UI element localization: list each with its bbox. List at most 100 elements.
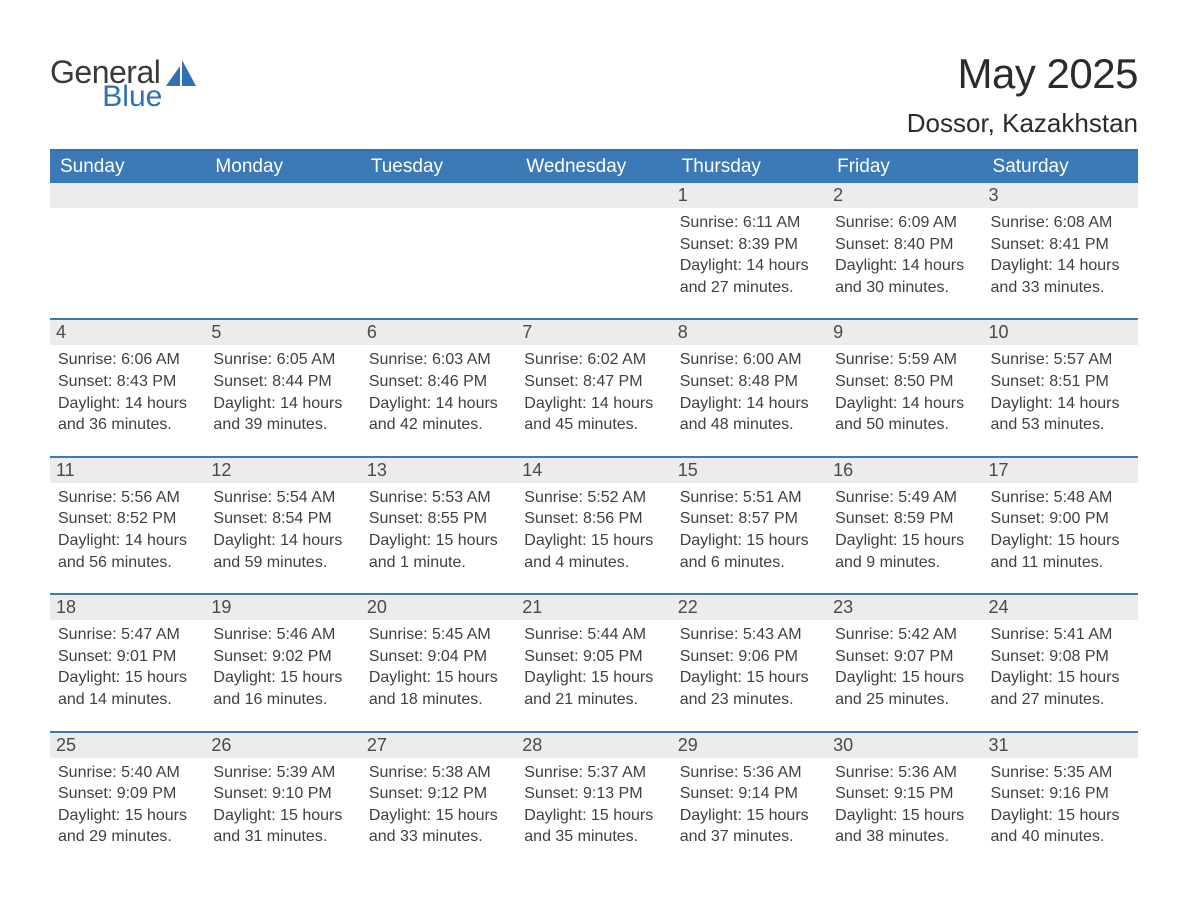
sunset-line: Sunset: 8:54 PM (213, 508, 352, 530)
calendar-cell-empty (361, 183, 516, 319)
logo-word-blue: Blue (102, 82, 162, 112)
daylight-line: Daylight: 15 hours and 21 minutes. (524, 667, 663, 710)
daylight-line: Daylight: 15 hours and 40 minutes. (991, 805, 1130, 848)
day-number: 4 (50, 320, 205, 345)
daynum-bar-empty (50, 183, 205, 208)
day-number: 15 (672, 458, 827, 483)
sunset-line: Sunset: 8:59 PM (835, 508, 974, 530)
daylight-line: Daylight: 14 hours and 30 minutes. (835, 255, 974, 298)
calendar-cell-empty (205, 183, 360, 319)
calendar-cell: 7 Sunrise: 6:02 AMSunset: 8:47 PMDaylight… (516, 319, 671, 456)
sunset-line: Sunset: 8:56 PM (524, 508, 663, 530)
sunset-line: Sunset: 8:55 PM (369, 508, 508, 530)
day-header: Tuesday (361, 150, 516, 183)
day-details: Sunrise: 5:38 AMSunset: 9:12 PMDaylight:… (369, 762, 508, 848)
page-header: General Blue May 2025 Dossor, Kazakhstan (50, 50, 1138, 139)
day-number: 26 (205, 733, 360, 758)
day-details: Sunrise: 5:56 AMSunset: 8:52 PMDaylight:… (58, 487, 197, 573)
sunset-line: Sunset: 8:48 PM (680, 371, 819, 393)
brand-logo: General Blue (50, 50, 196, 112)
sunset-line: Sunset: 8:43 PM (58, 371, 197, 393)
sunrise-line: Sunrise: 5:49 AM (835, 487, 974, 509)
sunrise-line: Sunrise: 5:53 AM (369, 487, 508, 509)
sunrise-line: Sunrise: 5:44 AM (524, 624, 663, 646)
daylight-line: Daylight: 15 hours and 18 minutes. (369, 667, 508, 710)
calendar-cell: 18Sunrise: 5:47 AMSunset: 9:01 PMDayligh… (50, 594, 205, 731)
calendar-cell: 27 Sunrise: 5:38 AMSunset: 9:12 PMDayligh… (361, 732, 516, 868)
calendar-body: 1Sunrise: 6:11 AMSunset: 8:39 PMDaylight… (50, 183, 1138, 868)
daylight-line: Daylight: 14 hours and 45 minutes. (524, 393, 663, 436)
calendar-cell-empty (50, 183, 205, 319)
day-details: Sunrise: 5:46 AMSunset: 9:02 PMDaylight:… (213, 624, 352, 710)
calendar-cell: 19Sunrise: 5:46 AMSunset: 9:02 PMDayligh… (205, 594, 360, 731)
day-number: 25 (50, 733, 205, 758)
sunset-line: Sunset: 8:40 PM (835, 234, 974, 256)
daylight-line: Daylight: 15 hours and 4 minutes. (524, 530, 663, 573)
sunrise-line: Sunrise: 6:03 AM (369, 349, 508, 371)
day-details: Sunrise: 6:02 AMSunset: 8:47 PMDaylight:… (524, 349, 663, 435)
sunrise-line: Sunrise: 6:00 AM (680, 349, 819, 371)
sunrise-line: Sunrise: 6:05 AM (213, 349, 352, 371)
day-details: Sunrise: 5:53 AMSunset: 8:55 PMDaylight:… (369, 487, 508, 573)
day-header-row: SundayMondayTuesdayWednesdayThursdayFrid… (50, 150, 1138, 183)
daylight-line: Daylight: 15 hours and 16 minutes. (213, 667, 352, 710)
sunrise-line: Sunrise: 5:47 AM (58, 624, 197, 646)
sunset-line: Sunset: 9:02 PM (213, 646, 352, 668)
daylight-line: Daylight: 14 hours and 48 minutes. (680, 393, 819, 436)
day-number: 23 (827, 595, 982, 620)
calendar-table: SundayMondayTuesdayWednesdayThursdayFrid… (50, 149, 1138, 868)
calendar-cell: 28Sunrise: 5:37 AMSunset: 9:13 PMDayligh… (516, 732, 671, 868)
calendar-cell: 30Sunrise: 5:36 AMSunset: 9:15 PMDayligh… (827, 732, 982, 868)
daylight-line: Daylight: 15 hours and 35 minutes. (524, 805, 663, 848)
calendar-cell: 13Sunrise: 5:53 AMSunset: 8:55 PMDayligh… (361, 457, 516, 594)
sunrise-line: Sunrise: 5:43 AM (680, 624, 819, 646)
sunset-line: Sunset: 9:10 PM (213, 783, 352, 805)
daylight-line: Daylight: 15 hours and 23 minutes. (680, 667, 819, 710)
day-number: 3 (983, 183, 1138, 208)
calendar-cell: 6Sunrise: 6:03 AMSunset: 8:46 PMDaylight… (361, 319, 516, 456)
calendar-week-row: 18Sunrise: 5:47 AMSunset: 9:01 PMDayligh… (50, 594, 1138, 731)
calendar-cell: 5Sunrise: 6:05 AMSunset: 8:44 PMDaylight… (205, 319, 360, 456)
day-details: Sunrise: 6:00 AMSunset: 8:48 PMDaylight:… (680, 349, 819, 435)
daynum-bar-empty (205, 183, 360, 208)
day-details: Sunrise: 6:05 AMSunset: 8:44 PMDaylight:… (213, 349, 352, 435)
sunset-line: Sunset: 9:12 PM (369, 783, 508, 805)
daylight-line: Daylight: 15 hours and 37 minutes. (680, 805, 819, 848)
sunset-line: Sunset: 9:06 PM (680, 646, 819, 668)
day-details: Sunrise: 5:59 AMSunset: 8:50 PMDaylight:… (835, 349, 974, 435)
sunset-line: Sunset: 8:46 PM (369, 371, 508, 393)
sunset-line: Sunset: 9:08 PM (991, 646, 1130, 668)
calendar-cell: 21Sunrise: 5:44 AMSunset: 9:05 PMDayligh… (516, 594, 671, 731)
sunrise-line: Sunrise: 5:40 AM (58, 762, 197, 784)
day-number: 27 (361, 733, 516, 758)
calendar-cell: 16Sunrise: 5:49 AMSunset: 8:59 PMDayligh… (827, 457, 982, 594)
calendar-cell: 25 Sunrise: 5:40 AMSunset: 9:09 PMDayligh… (50, 732, 205, 868)
calendar-cell: 15Sunrise: 5:51 AMSunset: 8:57 PMDayligh… (672, 457, 827, 594)
day-details: Sunrise: 6:06 AMSunset: 8:43 PMDaylight:… (58, 349, 197, 435)
day-details: Sunrise: 5:52 AMSunset: 8:56 PMDaylight:… (524, 487, 663, 573)
daylight-line: Daylight: 14 hours and 36 minutes. (58, 393, 197, 436)
sunset-line: Sunset: 8:41 PM (991, 234, 1130, 256)
sunrise-line: Sunrise: 5:37 AM (524, 762, 663, 784)
day-number: 21 (516, 595, 671, 620)
sunrise-line: Sunrise: 6:06 AM (58, 349, 197, 371)
day-details: Sunrise: 5:40 AMSunset: 9:09 PMDaylight:… (58, 762, 197, 848)
calendar-thead: SundayMondayTuesdayWednesdayThursdayFrid… (50, 150, 1138, 183)
sunrise-line: Sunrise: 5:59 AM (835, 349, 974, 371)
daylight-line: Daylight: 15 hours and 1 minute. (369, 530, 508, 573)
calendar-cell: 26Sunrise: 5:39 AMSunset: 9:10 PMDayligh… (205, 732, 360, 868)
daylight-line: Daylight: 15 hours and 9 minutes. (835, 530, 974, 573)
sunrise-line: Sunrise: 5:54 AM (213, 487, 352, 509)
calendar-week-row: 4Sunrise: 6:06 AMSunset: 8:43 PMDaylight… (50, 319, 1138, 456)
calendar-cell: 20Sunrise: 5:45 AMSunset: 9:04 PMDayligh… (361, 594, 516, 731)
daylight-line: Daylight: 14 hours and 59 minutes. (213, 530, 352, 573)
calendar-cell: 29Sunrise: 5:36 AMSunset: 9:14 PMDayligh… (672, 732, 827, 868)
day-number: 7 (516, 320, 671, 345)
day-details: Sunrise: 6:03 AMSunset: 8:46 PMDaylight:… (369, 349, 508, 435)
daylight-line: Daylight: 15 hours and 29 minutes. (58, 805, 197, 848)
daylight-line: Daylight: 15 hours and 14 minutes. (58, 667, 197, 710)
sunset-line: Sunset: 9:13 PM (524, 783, 663, 805)
calendar-cell-empty (516, 183, 671, 319)
calendar-cell: 4 Sunrise: 6:06 AMSunset: 8:43 PMDaylight… (50, 319, 205, 456)
day-header: Sunday (50, 150, 205, 183)
